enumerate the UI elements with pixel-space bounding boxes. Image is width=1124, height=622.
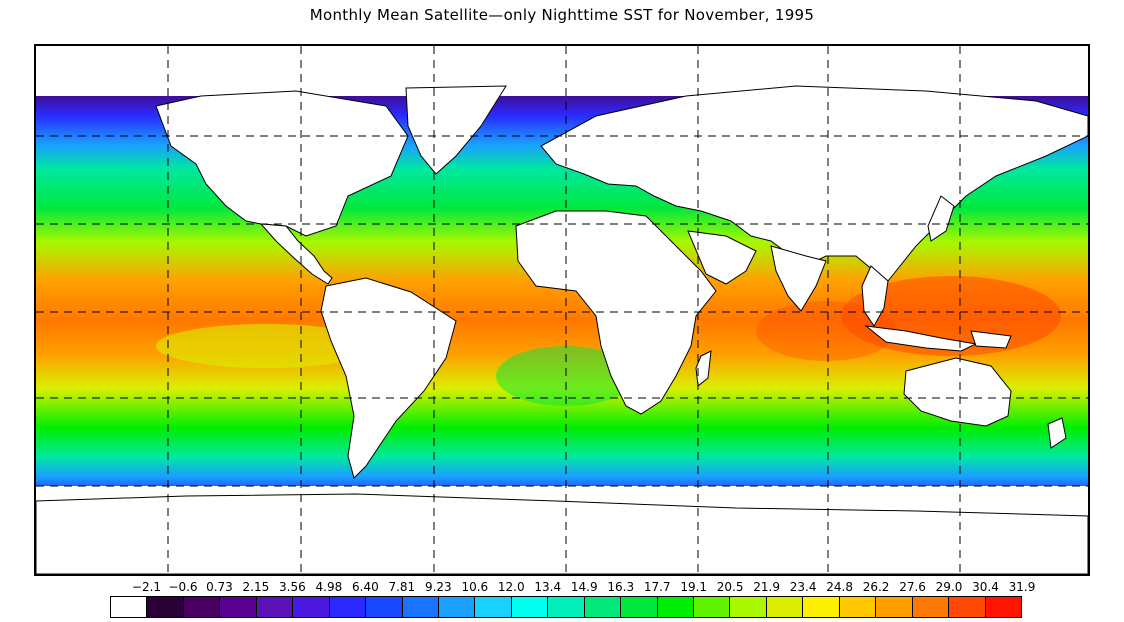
new-guinea bbox=[970, 330, 1012, 349]
legend-tick-label: 3.56 bbox=[279, 580, 306, 594]
legend-swatch bbox=[366, 597, 403, 617]
legend-tick-label: 12.0 bbox=[497, 580, 525, 594]
legend-tick-label: 29.0 bbox=[935, 580, 963, 594]
legend-tick-label: 13.4 bbox=[534, 580, 562, 594]
sst-map bbox=[34, 44, 1090, 576]
legend-tick-label: 17.7 bbox=[643, 580, 671, 594]
legend-swatch bbox=[475, 597, 512, 617]
legend-swatch bbox=[912, 597, 950, 617]
legend-swatch bbox=[839, 597, 877, 617]
indian-ocean-warm bbox=[756, 301, 896, 361]
legend-swatch bbox=[111, 597, 148, 617]
legend-swatch bbox=[766, 597, 804, 617]
land-masses bbox=[36, 85, 1088, 574]
central-america bbox=[259, 223, 333, 285]
legend-swatch bbox=[694, 597, 731, 617]
legend-tick-label: −2.1 bbox=[131, 580, 162, 594]
legend-tick-label: 24.8 bbox=[826, 580, 853, 594]
indian-subcontinent bbox=[770, 245, 827, 312]
color-scale-legend bbox=[110, 596, 1022, 618]
eastern-pacific-cold-tongue bbox=[156, 324, 376, 368]
legend-tick-label: 6.40 bbox=[352, 580, 379, 594]
arabian-peninsula bbox=[687, 230, 757, 285]
legend-swatch bbox=[147, 597, 184, 617]
legend-tick-label: 21.9 bbox=[753, 580, 780, 594]
map-title: Monthly Mean Satellite—only Nighttime SS… bbox=[309, 6, 815, 24]
legend-swatch bbox=[511, 597, 549, 617]
legend-swatch bbox=[985, 597, 1021, 617]
legend-swatch bbox=[803, 597, 840, 617]
legend-swatch bbox=[584, 597, 622, 617]
legend-swatch bbox=[657, 597, 694, 617]
legend-tick-label: 16.3 bbox=[607, 580, 635, 594]
legend-tick-label: 0.73 bbox=[206, 580, 233, 594]
north-america bbox=[155, 90, 409, 237]
legend-tick-label: 30.4 bbox=[972, 580, 999, 594]
japan bbox=[927, 195, 955, 242]
legend-tick-label: 19.1 bbox=[680, 580, 708, 594]
southeast-asia bbox=[861, 265, 889, 327]
legend-tick-label: 14.9 bbox=[570, 580, 598, 594]
legend-swatch bbox=[256, 597, 294, 617]
madagascar bbox=[695, 350, 712, 387]
legend-swatch bbox=[183, 597, 221, 617]
legend-tick-label: 10.6 bbox=[461, 580, 489, 594]
legend-tick-label: 26.2 bbox=[862, 580, 890, 594]
greenland bbox=[405, 85, 507, 175]
graticule-grid bbox=[36, 46, 1088, 574]
legend-tick-labels: −2.1 −0.6 0.73 2.15 3.56 4.98 6.40 7.81 9.23 10.6… bbox=[0, 580, 1124, 596]
sst-map-canvas bbox=[36, 46, 1088, 574]
antarctica bbox=[36, 493, 1088, 574]
indonesia bbox=[864, 325, 978, 352]
legend-swatch bbox=[548, 597, 585, 617]
south-america bbox=[320, 277, 457, 479]
legend-tick-label: 27.6 bbox=[899, 580, 926, 594]
legend-tick-label: 20.5 bbox=[716, 580, 744, 594]
legend-tick-label: 23.4 bbox=[789, 580, 817, 594]
legend-tick-label: 4.98 bbox=[315, 580, 343, 594]
legend-tick-label: 7.81 bbox=[388, 580, 416, 594]
legend-swatch bbox=[730, 597, 767, 617]
legend-tick-label: −0.6 bbox=[168, 580, 198, 594]
legend-swatch bbox=[293, 597, 330, 617]
legend-swatch bbox=[329, 597, 367, 617]
legend-swatch bbox=[949, 597, 986, 617]
legend-swatch bbox=[220, 597, 257, 617]
new-zealand bbox=[1047, 417, 1067, 449]
legend-swatch bbox=[621, 597, 658, 617]
legend-swatch bbox=[438, 597, 476, 617]
legend-tick-label: 9.23 bbox=[424, 580, 452, 594]
arctic-ice-white bbox=[36, 46, 1088, 96]
legend-tick-label: 2.15 bbox=[242, 580, 270, 594]
australia bbox=[903, 357, 1012, 427]
legend-tick-label: 31.9 bbox=[1008, 580, 1036, 594]
legend-swatch bbox=[402, 597, 439, 617]
legend-swatch bbox=[876, 597, 913, 617]
